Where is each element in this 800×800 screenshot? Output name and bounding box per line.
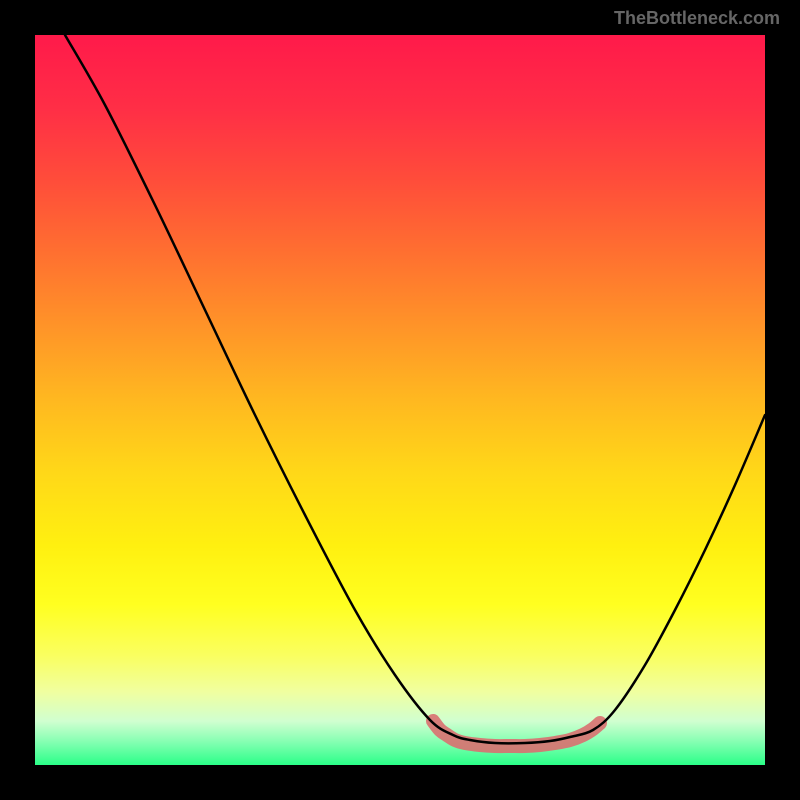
chart-area xyxy=(35,35,765,765)
bottleneck-curve xyxy=(65,35,765,743)
curve-layer xyxy=(35,35,765,765)
watermark-text: TheBottleneck.com xyxy=(614,8,780,29)
